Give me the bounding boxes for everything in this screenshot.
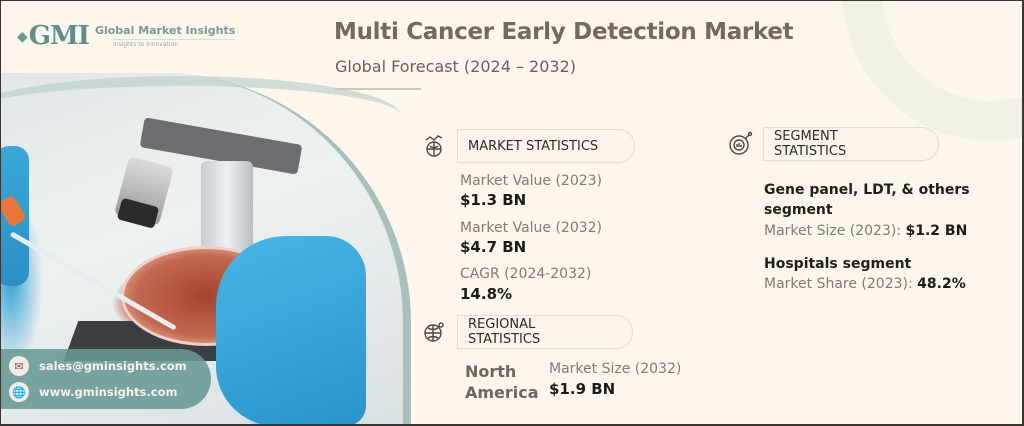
contact-website[interactable]: www.gminsights.com xyxy=(39,385,178,399)
regional-market-size-value: $1.9 BN xyxy=(549,380,616,398)
segment-hospitals-name: Hospitals segment xyxy=(764,256,912,272)
regional-statistics-heading: REGIONAL STATISTICS xyxy=(457,315,633,349)
contact-email-row[interactable]: ✉ sales@gminsights.com xyxy=(9,356,211,376)
globe-pin-icon xyxy=(419,317,449,347)
globe-icon: 🌐 xyxy=(9,382,29,402)
contact-website-row[interactable]: 🌐 www.gminsights.com xyxy=(9,382,211,402)
market-chart-globe-icon xyxy=(419,131,449,161)
logo-mark: ◆GMI xyxy=(17,21,90,51)
segment-gene-panel-metric: Market Size (2023): $1.2 BN xyxy=(764,223,967,239)
brand-tagline: Insights to Innovation xyxy=(112,39,236,48)
page-title: Multi Cancer Early Detection Market xyxy=(334,19,794,45)
market-statistics-heading: MARKET STATISTICS xyxy=(457,129,635,163)
segment-statistics-heading: SEGMENT STATISTICS xyxy=(763,127,939,161)
segment-hospitals-metric: Market Share (2023): 48.2% xyxy=(764,276,966,292)
region-name: North America xyxy=(465,362,539,402)
brand-name: Global Market Insights xyxy=(94,24,236,37)
market-value-2023: $1.3 BN xyxy=(460,191,527,209)
segment-gene-panel-metric-label: Market Size (2023): xyxy=(764,223,902,239)
title-divider xyxy=(335,88,421,90)
gloved-hand-right xyxy=(216,236,366,424)
contact-email[interactable]: sales@gminsights.com xyxy=(39,359,187,373)
segment-statistics-header: SEGMENT STATISTICS xyxy=(725,127,939,161)
envelope-icon: ✉ xyxy=(9,356,29,376)
contact-panel: ✉ sales@gminsights.com 🌐 www.gminsights.… xyxy=(1,349,211,409)
regional-market-size-label: Market Size (2032) xyxy=(549,361,682,377)
photo-rim-decoration xyxy=(1,76,401,156)
market-statistics-header: MARKET STATISTICS xyxy=(419,129,635,163)
cagr-label: CAGR (2024-2032) xyxy=(460,266,592,282)
page-subtitle: Global Forecast (2024 – 2032) xyxy=(335,57,577,76)
regional-statistics-header: REGIONAL STATISTICS xyxy=(419,315,633,349)
microscope-objective-lens xyxy=(201,161,253,251)
market-value-2023-label: Market Value (2023) xyxy=(460,173,603,189)
logo-mark-text: GMI xyxy=(28,21,90,51)
segment-pie-icon xyxy=(725,129,755,159)
segment-hospitals-metric-label: Market Share (2023): xyxy=(764,276,913,292)
segment-hospitals-value: 48.2% xyxy=(917,276,966,292)
segment-gene-panel-value: $1.2 BN xyxy=(905,223,968,239)
cagr-value: 14.8% xyxy=(460,285,513,303)
market-value-2032: $4.7 BN xyxy=(460,238,527,256)
brand-logo: ◆GMI Global Market Insights Insights to … xyxy=(17,21,236,51)
decorative-arc xyxy=(842,1,1022,141)
segment-gene-panel-name: Gene panel, LDT, & others segment xyxy=(764,182,970,218)
market-value-2032-label: Market Value (2032) xyxy=(460,220,603,236)
logo-diamond-icon: ◆ xyxy=(17,29,28,45)
